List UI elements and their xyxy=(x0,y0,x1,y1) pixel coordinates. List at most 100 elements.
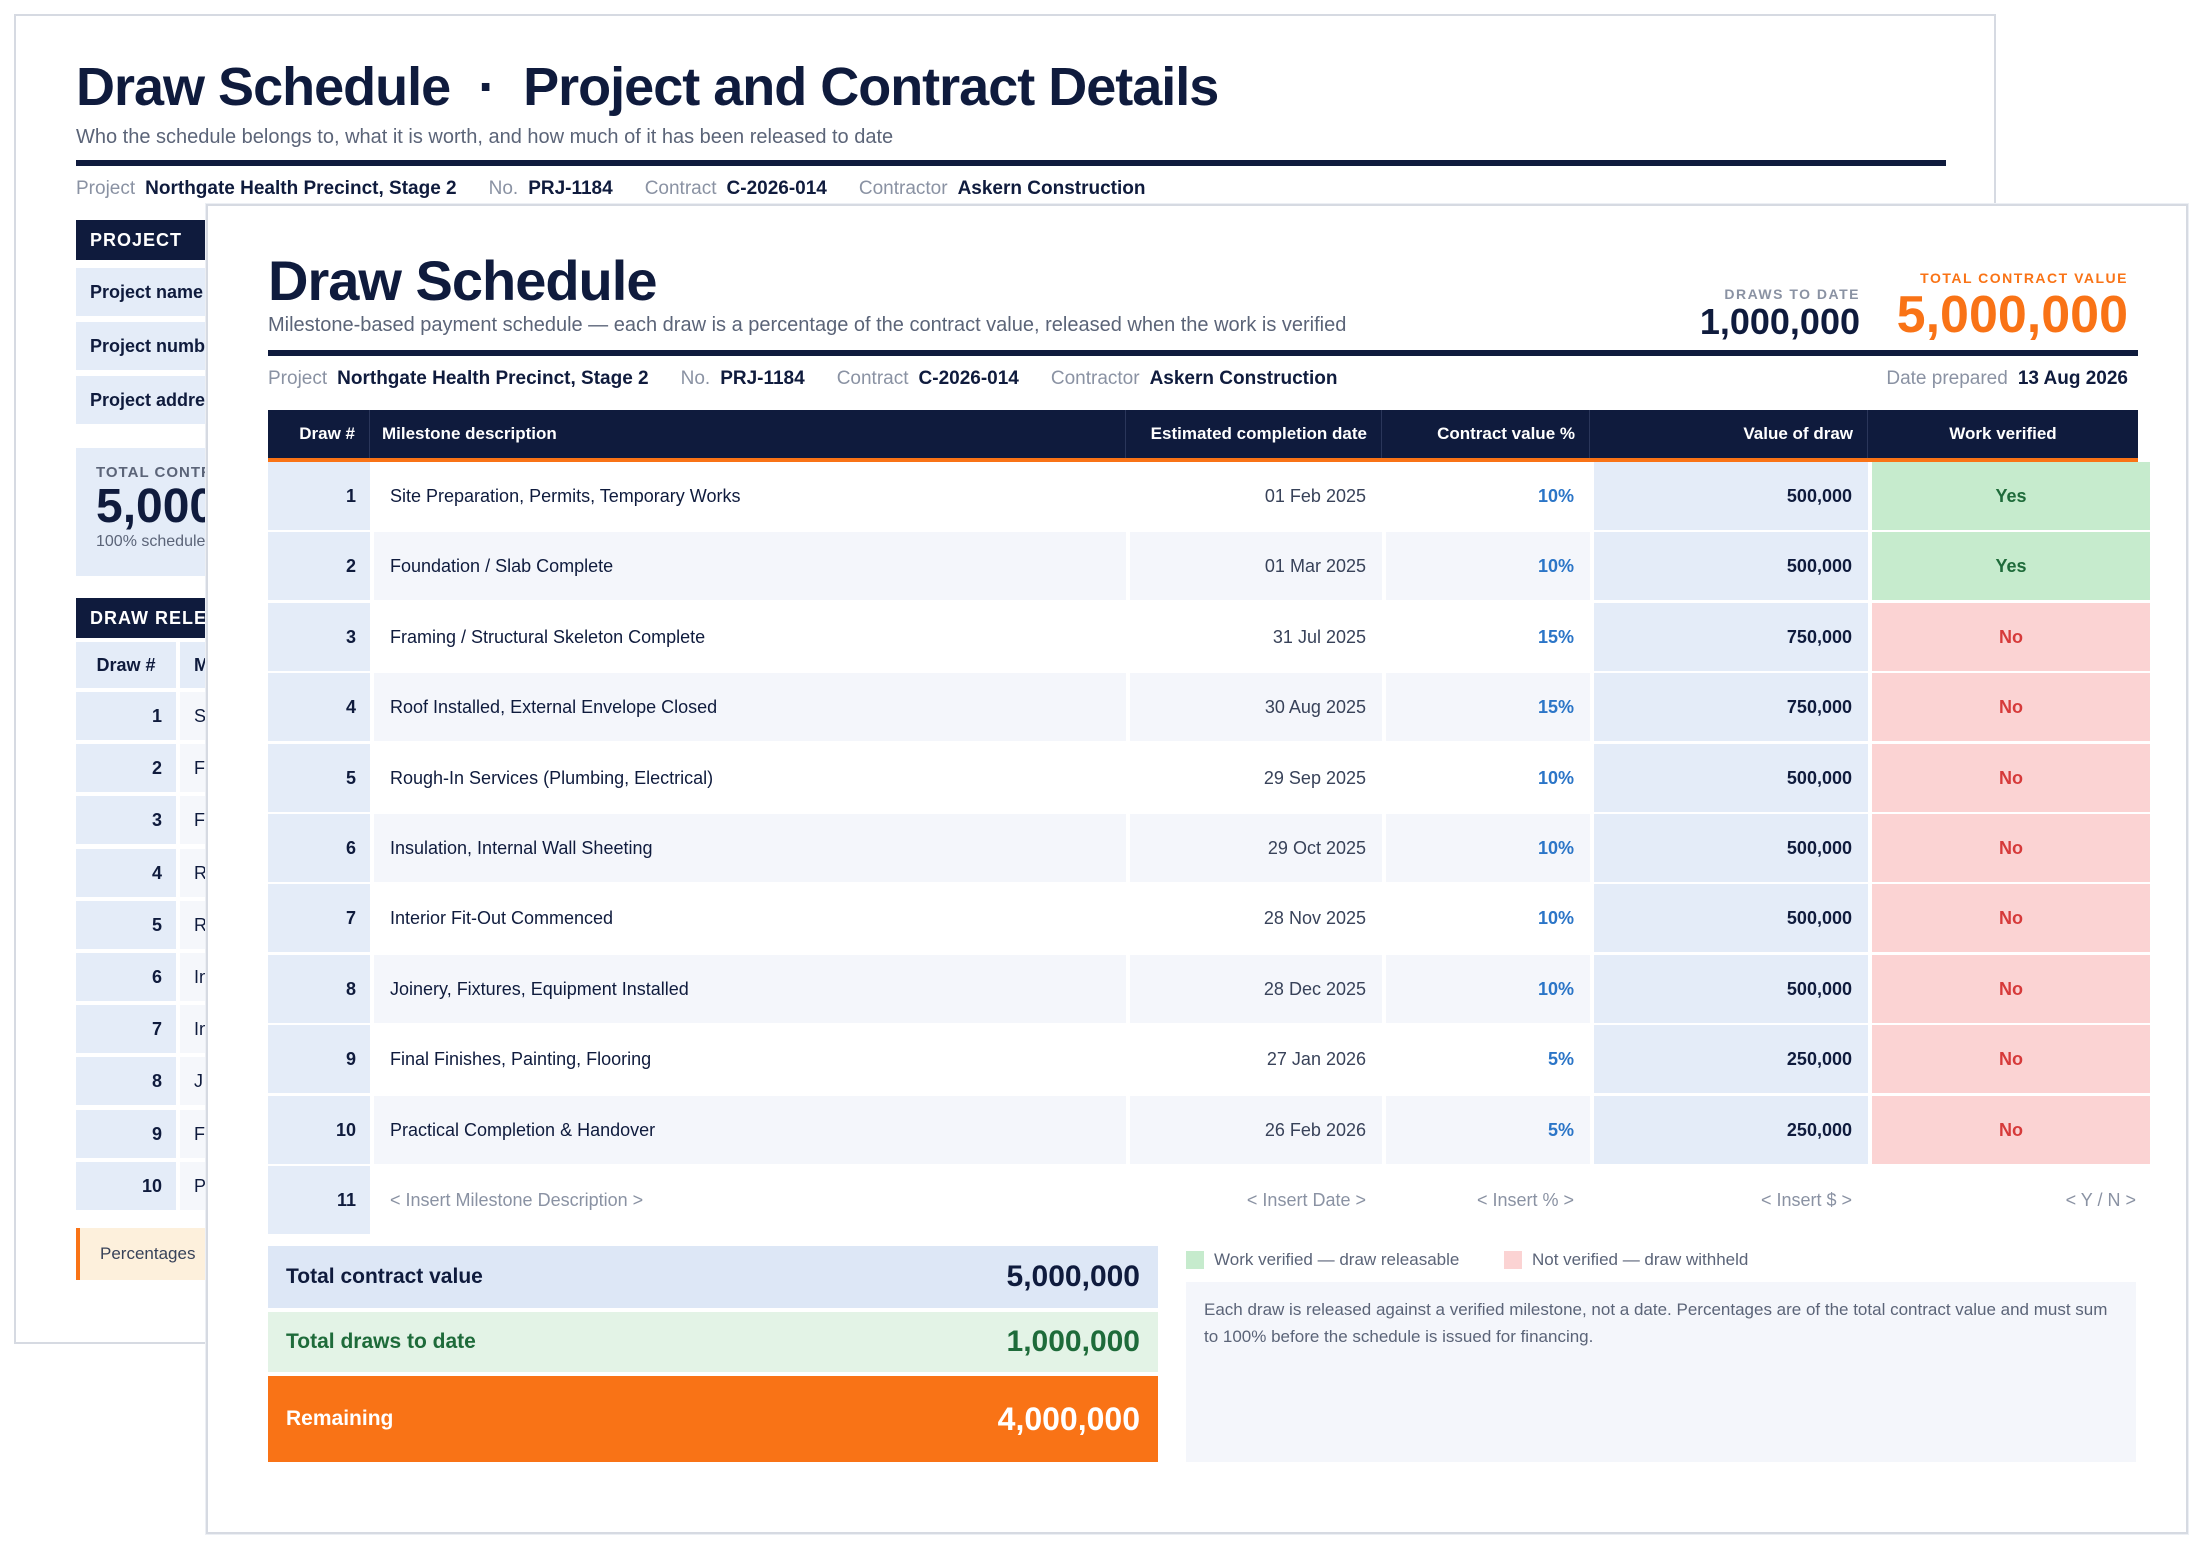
cell-completion-date[interactable]: 29 Oct 2025 xyxy=(1130,814,1382,882)
back-field-project-name[interactable]: Project name xyxy=(76,268,206,316)
cell-value-of-draw: 500,000 xyxy=(1594,884,1868,953)
col-milestone-description[interactable]: Milestone description xyxy=(370,410,1126,458)
summary-remaining: Remaining 4,000,000 xyxy=(268,1376,1158,1462)
cell-completion-date[interactable]: 28 Dec 2025 xyxy=(1130,954,1382,1023)
project-value: Northgate Health Precinct, Stage 2 xyxy=(337,368,649,389)
cell-draw-number: 2 xyxy=(268,532,370,601)
cell-work-verified[interactable]: No xyxy=(1872,1025,2150,1094)
table-row: 9 Final Finishes, Painting, Flooring 27 Ja… xyxy=(268,1025,2150,1094)
cell-completion-date[interactable]: 01 Feb 2025 xyxy=(1264,486,1366,506)
cell-value-of-draw: 500,000 xyxy=(1594,954,1868,1023)
cell-contract-pct[interactable]: 10% xyxy=(1537,486,1574,506)
front-sheet: Draw Schedule Milestone-based payment sc… xyxy=(206,204,2188,1534)
cell-milestone-description-placeholder[interactable]: < Insert Milestone Description > xyxy=(390,1190,644,1210)
cell-work-verified[interactable]: No xyxy=(1872,954,2150,1023)
cell-contract-pct[interactable]: 10% xyxy=(1537,767,1574,788)
cell-completion-date[interactable]: 27 Jan 2026 xyxy=(1266,1049,1366,1070)
cell-contract-pct[interactable]: 15% xyxy=(1537,626,1574,647)
cell-contract-pct[interactable]: 10% xyxy=(1386,814,1590,882)
back-field-project-address[interactable]: Project address xyxy=(76,376,206,424)
cell-work-verified[interactable]: No xyxy=(1872,743,2150,812)
cell-contract-pct[interactable]: 5% xyxy=(1547,1049,1574,1070)
cell-contract-pct[interactable]: 10% xyxy=(1386,954,1590,1023)
back-release-draw-number: 3 xyxy=(76,796,176,845)
cell-completion-date[interactable]: 01 Mar 2025 xyxy=(1130,532,1382,601)
cell-completion-date-placeholder[interactable]: < Insert Date > xyxy=(1246,1190,1366,1210)
back-page-title: Draw Schedule · Project and Contract Det… xyxy=(76,57,1219,117)
col-work-verified[interactable]: Work verified xyxy=(1949,424,2057,443)
legend-swatch-not-verified xyxy=(1504,1251,1522,1269)
cell-work-verified[interactable]: No xyxy=(1872,884,2150,953)
table-row: 2 Foundation / Slab Complete 01 Mar 2025 10… xyxy=(268,532,2150,601)
cell-value-of-draw-placeholder[interactable]: < Insert $ > xyxy=(1760,1190,1852,1210)
contract-value: C-2026-014 xyxy=(918,368,1019,389)
cell-work-verified-placeholder[interactable]: < Y / N > xyxy=(2065,1190,2136,1210)
back-release-draw-number: 2 xyxy=(76,744,176,793)
back-release-draw-number: 5 xyxy=(76,900,176,949)
cell-work-verified[interactable]: No xyxy=(1872,673,2150,742)
cell-completion-date[interactable]: 30 Aug 2025 xyxy=(1130,673,1382,742)
cell-milestone-description[interactable]: Rough-In Services (Plumbing, Electrical) xyxy=(390,767,714,788)
table-row: 4 Roof Installed, External Envelope Close… xyxy=(268,673,2150,742)
col-value-of-draw[interactable]: Value of draw xyxy=(1590,410,1868,458)
cell-milestone-description[interactable]: Practical Completion & Handover xyxy=(374,1095,1126,1164)
cell-completion-date[interactable]: 26 Feb 2026 xyxy=(1130,1095,1382,1164)
cell-milestone-description[interactable]: Final Finishes, Painting, Flooring xyxy=(390,1049,652,1070)
back-release-heading: DRAW RELEASE xyxy=(76,598,206,638)
contractor-value: Askern Construction xyxy=(1149,368,1338,389)
back-project-heading: PROJECT xyxy=(76,220,206,260)
cell-work-verified[interactable]: No xyxy=(1872,814,2150,882)
meta-row: Project Northgate Health Precinct, Stage … xyxy=(268,368,1338,389)
back-field-project-number[interactable]: Project number xyxy=(76,322,206,370)
cell-contract-pct-placeholder[interactable]: < Insert % > xyxy=(1476,1190,1574,1210)
legend-verified: Work verified — draw releasable xyxy=(1186,1250,1459,1270)
cell-draw-number: 9 xyxy=(268,1025,370,1094)
cell-value-of-draw: 500,000 xyxy=(1594,743,1868,812)
back-release-draw-number: 6 xyxy=(76,953,176,1001)
cell-value-of-draw: 500,000 xyxy=(1594,532,1868,601)
cell-contract-pct[interactable]: 5% xyxy=(1386,1095,1590,1164)
col-draw-number[interactable]: Draw # xyxy=(268,410,370,458)
cell-value-of-draw: 250,000 xyxy=(1594,1095,1868,1164)
cell-completion-date[interactable]: 28 Nov 2025 xyxy=(1263,908,1366,929)
back-release-draw-number: 10 xyxy=(76,1161,176,1210)
back-note: Percentages xyxy=(76,1228,216,1280)
cell-completion-date[interactable]: 31 Jul 2025 xyxy=(1272,626,1366,647)
back-meta-row: Project Northgate Health Precinct, Stage … xyxy=(76,178,1146,199)
cell-work-verified[interactable]: Yes xyxy=(1872,462,2150,530)
cell-milestone-description[interactable]: Framing / Structural Skeleton Complete xyxy=(390,626,706,647)
cell-milestone-description[interactable]: Roof Installed, External Envelope Closed xyxy=(374,673,1126,742)
back-col-draw: Draw # xyxy=(76,642,176,688)
cell-milestone-description[interactable]: Site Preparation, Permits, Temporary Wor… xyxy=(390,486,741,506)
cell-work-verified[interactable]: No xyxy=(1872,1095,2150,1164)
table-row: 8 Joinery, Fixtures, Equipment Installed 2… xyxy=(268,954,2150,1023)
project-number-value: PRJ-1184 xyxy=(720,368,805,389)
cell-milestone-description[interactable]: Insulation, Internal Wall Sheeting xyxy=(374,814,1126,882)
summary-total-contract-value: Total contract value 5,000,000 xyxy=(268,1246,1158,1308)
cell-draw-number: 7 xyxy=(268,884,370,953)
cell-milestone-description[interactable]: Joinery, Fixtures, Equipment Installed xyxy=(374,954,1126,1023)
table-row: 6 Insulation, Internal Wall Sheeting 29 Oc… xyxy=(268,814,2150,882)
cell-contract-pct[interactable]: 10% xyxy=(1386,532,1590,601)
cell-draw-number: 3 xyxy=(268,602,370,671)
cell-draw-number: 8 xyxy=(268,954,370,1023)
cell-contract-pct[interactable]: 15% xyxy=(1386,673,1590,742)
cell-work-verified[interactable]: Yes xyxy=(1872,532,2150,601)
cell-milestone-description[interactable]: Interior Fit-Out Commenced xyxy=(390,908,614,929)
cell-work-verified[interactable]: No xyxy=(1872,602,2150,671)
cell-draw-number: 6 xyxy=(268,814,370,882)
table-row-placeholder: 11 < Insert Milestone Description > < Inse… xyxy=(268,1166,2150,1234)
cell-draw-number: 1 xyxy=(268,462,370,530)
kpi-total-contract-value: TOTAL CONTRACT VALUE 5,000,000 xyxy=(1896,270,2128,344)
table-header: Draw # Milestone description Estimated c… xyxy=(268,410,2138,462)
cell-contract-pct[interactable]: 10% xyxy=(1537,908,1574,929)
date-prepared: Date prepared 13 Aug 2026 xyxy=(1886,368,2128,389)
table-row: 1 Site Preparation, Permits, Temporary Wo… xyxy=(268,462,2150,530)
cell-completion-date[interactable]: 29 Sep 2025 xyxy=(1263,767,1366,788)
cell-value-of-draw: 750,000 xyxy=(1594,673,1868,742)
col-completion-date[interactable]: Estimated completion date xyxy=(1126,410,1382,458)
back-release-draw-number: 9 xyxy=(76,1109,176,1158)
cell-milestone-description[interactable]: Foundation / Slab Complete xyxy=(374,532,1126,601)
legend-not-verified: Not verified — draw withheld xyxy=(1504,1250,1748,1270)
col-contract-pct[interactable]: Contract value % xyxy=(1382,410,1590,458)
